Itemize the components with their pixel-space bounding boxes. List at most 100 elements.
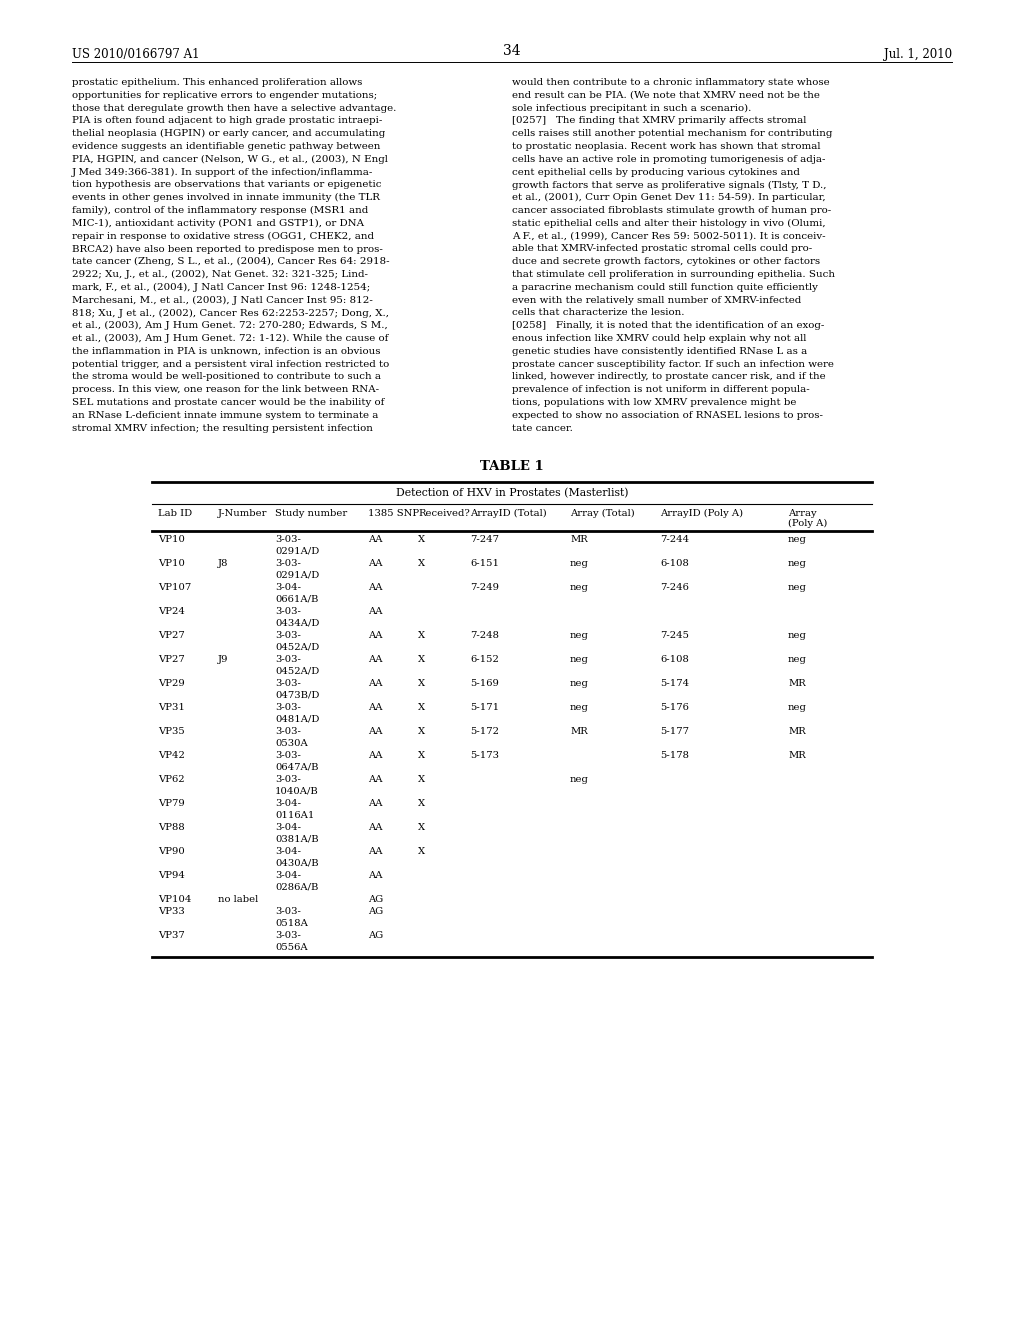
- Text: X: X: [418, 775, 425, 784]
- Text: AA: AA: [368, 607, 383, 616]
- Text: neg: neg: [788, 583, 807, 591]
- Text: 0473B/D: 0473B/D: [275, 690, 319, 700]
- Text: neg: neg: [788, 631, 807, 640]
- Text: expected to show no association of RNASEL lesions to pros-: expected to show no association of RNASE…: [512, 411, 823, 420]
- Text: 5-178: 5-178: [660, 751, 689, 760]
- Text: AA: AA: [368, 558, 383, 568]
- Text: 0452A/D: 0452A/D: [275, 643, 319, 652]
- Text: US 2010/0166797 A1: US 2010/0166797 A1: [72, 48, 200, 61]
- Text: 3-04-: 3-04-: [275, 871, 301, 880]
- Text: (Poly A): (Poly A): [788, 519, 827, 528]
- Text: tion hypothesis are observations that variants or epigenetic: tion hypothesis are observations that va…: [72, 181, 382, 189]
- Text: 3-03-: 3-03-: [275, 727, 301, 737]
- Text: Study number: Study number: [275, 510, 347, 517]
- Text: AA: AA: [368, 727, 383, 737]
- Text: AA: AA: [368, 535, 383, 544]
- Text: X: X: [418, 704, 425, 711]
- Text: stromal XMRV infection; the resulting persistent infection: stromal XMRV infection; the resulting pe…: [72, 424, 373, 433]
- Text: X: X: [418, 847, 425, 855]
- Text: MR: MR: [570, 727, 588, 737]
- Text: 0647A/B: 0647A/B: [275, 763, 318, 772]
- Text: X: X: [418, 678, 425, 688]
- Text: neg: neg: [788, 558, 807, 568]
- Text: VP31: VP31: [158, 704, 185, 711]
- Text: AA: AA: [368, 631, 383, 640]
- Text: linked, however indirectly, to prostate cancer risk, and if the: linked, however indirectly, to prostate …: [512, 372, 825, 381]
- Text: prostatic epithelium. This enhanced proliferation allows: prostatic epithelium. This enhanced prol…: [72, 78, 362, 87]
- Text: Detection of HXV in Prostates (Masterlist): Detection of HXV in Prostates (Masterlis…: [395, 488, 629, 499]
- Text: [0257]   The finding that XMRV primarily affects stromal: [0257] The finding that XMRV primarily a…: [512, 116, 806, 125]
- Text: sole infectious precipitant in such a scenario).: sole infectious precipitant in such a sc…: [512, 103, 752, 112]
- Text: AA: AA: [368, 775, 383, 784]
- Text: AG: AG: [368, 895, 383, 904]
- Text: even with the relatively small number of XMRV-infected: even with the relatively small number of…: [512, 296, 801, 305]
- Text: neg: neg: [788, 535, 807, 544]
- Text: 5-176: 5-176: [660, 704, 689, 711]
- Text: TABLE 1: TABLE 1: [480, 459, 544, 473]
- Text: would then contribute to a chronic inflammatory state whose: would then contribute to a chronic infla…: [512, 78, 829, 87]
- Text: opportunities for replicative errors to engender mutations;: opportunities for replicative errors to …: [72, 91, 377, 100]
- Text: VP10: VP10: [158, 535, 185, 544]
- Text: VP29: VP29: [158, 678, 184, 688]
- Text: X: X: [418, 655, 425, 664]
- Text: Lab ID: Lab ID: [158, 510, 193, 517]
- Text: 0481A/D: 0481A/D: [275, 715, 319, 723]
- Text: 0661A/B: 0661A/B: [275, 595, 318, 605]
- Text: ArrayID (Poly A): ArrayID (Poly A): [660, 510, 743, 519]
- Text: J Med 349:366-381). In support of the infection/inflamma-: J Med 349:366-381). In support of the in…: [72, 168, 374, 177]
- Text: 0291A/D: 0291A/D: [275, 546, 319, 556]
- Text: 818; Xu, J et al., (2002), Cancer Res 62:2253-2257; Dong, X.,: 818; Xu, J et al., (2002), Cancer Res 62…: [72, 309, 389, 318]
- Text: that stimulate cell proliferation in surrounding epithelia. Such: that stimulate cell proliferation in sur…: [512, 271, 835, 279]
- Text: 0291A/D: 0291A/D: [275, 572, 319, 579]
- Text: AA: AA: [368, 583, 383, 591]
- Text: BRCA2) have also been reported to predispose men to pros-: BRCA2) have also been reported to predis…: [72, 244, 383, 253]
- Text: X: X: [418, 631, 425, 640]
- Text: neg: neg: [570, 775, 589, 784]
- Text: X: X: [418, 799, 425, 808]
- Text: X: X: [418, 751, 425, 760]
- Text: J9: J9: [218, 655, 228, 664]
- Text: Array: Array: [788, 510, 816, 517]
- Text: AA: AA: [368, 822, 383, 832]
- Text: J-Number: J-Number: [218, 510, 267, 517]
- Text: MR: MR: [788, 678, 806, 688]
- Text: 5-177: 5-177: [660, 727, 689, 737]
- Text: 5-173: 5-173: [470, 751, 499, 760]
- Text: PIA, HGPIN, and cancer (Nelson, W G., et al., (2003), N Engl: PIA, HGPIN, and cancer (Nelson, W G., et…: [72, 154, 388, 164]
- Text: 3-03-: 3-03-: [275, 631, 301, 640]
- Text: AG: AG: [368, 907, 383, 916]
- Text: tions, populations with low XMRV prevalence might be: tions, populations with low XMRV prevale…: [512, 399, 797, 407]
- Text: ArrayID (Total): ArrayID (Total): [470, 510, 547, 519]
- Text: X: X: [418, 822, 425, 832]
- Text: able that XMRV-infected prostatic stromal cells could pro-: able that XMRV-infected prostatic stroma…: [512, 244, 812, 253]
- Text: X: X: [418, 727, 425, 737]
- Text: genetic studies have consistently identified RNase L as a: genetic studies have consistently identi…: [512, 347, 807, 356]
- Text: 3-04-: 3-04-: [275, 799, 301, 808]
- Text: 6-108: 6-108: [660, 655, 689, 664]
- Text: 3-03-: 3-03-: [275, 678, 301, 688]
- Text: AG: AG: [368, 931, 383, 940]
- Text: mark, F., et al., (2004), J Natl Cancer Inst 96: 1248-1254;: mark, F., et al., (2004), J Natl Cancer …: [72, 282, 371, 292]
- Text: potential trigger, and a persistent viral infection restricted to: potential trigger, and a persistent vira…: [72, 359, 389, 368]
- Text: family), control of the inflammatory response (MSR1 and: family), control of the inflammatory res…: [72, 206, 369, 215]
- Text: cancer associated fibroblasts stimulate growth of human pro-: cancer associated fibroblasts stimulate …: [512, 206, 831, 215]
- Text: [0258]   Finally, it is noted that the identification of an exog-: [0258] Finally, it is noted that the ide…: [512, 321, 824, 330]
- Text: 7-248: 7-248: [470, 631, 499, 640]
- Text: Array (Total): Array (Total): [570, 510, 635, 519]
- Text: cells have an active role in promoting tumorigenesis of adja-: cells have an active role in promoting t…: [512, 154, 825, 164]
- Text: VP10: VP10: [158, 558, 185, 568]
- Text: VP27: VP27: [158, 655, 184, 664]
- Text: VP27: VP27: [158, 631, 184, 640]
- Text: et al., (2003), Am J Hum Genet. 72: 270-280; Edwards, S M.,: et al., (2003), Am J Hum Genet. 72: 270-…: [72, 321, 388, 330]
- Text: 0116A1: 0116A1: [275, 810, 314, 820]
- Text: J8: J8: [218, 558, 228, 568]
- Text: AA: AA: [368, 678, 383, 688]
- Text: AA: AA: [368, 704, 383, 711]
- Text: the stroma would be well-positioned to contribute to such a: the stroma would be well-positioned to c…: [72, 372, 381, 381]
- Text: MR: MR: [570, 535, 588, 544]
- Text: 7-247: 7-247: [470, 535, 499, 544]
- Text: VP35: VP35: [158, 727, 184, 737]
- Text: 3-03-: 3-03-: [275, 775, 301, 784]
- Text: VP88: VP88: [158, 822, 184, 832]
- Text: 6-108: 6-108: [660, 558, 689, 568]
